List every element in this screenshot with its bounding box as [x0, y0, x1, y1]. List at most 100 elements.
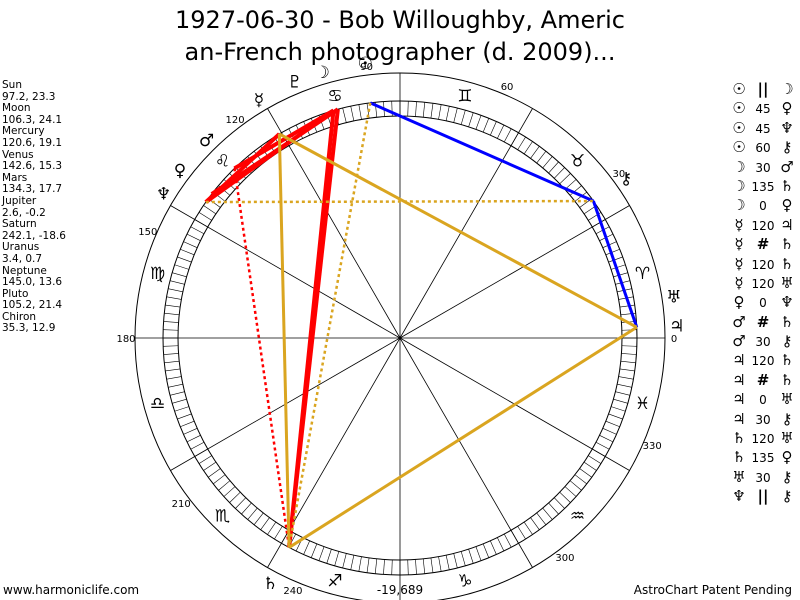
website-link[interactable]: www.harmoniclife.com — [3, 583, 140, 597]
degree-tick — [415, 101, 417, 117]
aspect-planet-b: ♀ — [781, 99, 793, 118]
planet-values-mercury: 120.6, 19.1 — [2, 136, 63, 149]
aspect-planet-b: ♂ — [780, 157, 794, 176]
aspect-type: || — [757, 80, 769, 98]
degree-tick — [569, 480, 582, 491]
zodiac-sign-icon: ♎ — [150, 394, 165, 414]
planet-values-chiron: 35.3, 12.9 — [2, 322, 56, 335]
degree-tick — [542, 507, 553, 520]
degree-tick — [453, 553, 458, 569]
aspect-row: ☿ # ♄ — [730, 235, 800, 254]
degree-tick — [165, 304, 181, 308]
aspect-planet-a: ♃ — [732, 390, 746, 409]
aspect-planet-b: ⚷ — [781, 409, 793, 428]
degree-tick — [303, 540, 310, 555]
zodiac-sign-icon: ♉ — [570, 152, 585, 172]
degree-tick — [605, 248, 620, 256]
degree-tick — [177, 256, 192, 263]
degree-tick — [583, 461, 597, 471]
degree-tick — [430, 557, 434, 573]
aspect-planet-b: ♄ — [780, 176, 794, 195]
degree-tick — [530, 517, 540, 530]
degree-tick — [213, 474, 226, 485]
degree-tick — [605, 420, 620, 428]
degree-tick — [613, 272, 628, 278]
degree-tick — [482, 118, 490, 133]
degree-tick — [620, 360, 636, 364]
aspect-planet-a: ♃ — [732, 370, 746, 389]
degree-tick — [172, 272, 187, 278]
degree-tick — [517, 526, 526, 540]
aspect-planet-a: ☽ — [732, 157, 746, 176]
aspect-planet-b: ♅ — [780, 429, 794, 448]
degree-tick — [177, 413, 192, 420]
degree-tick — [536, 151, 547, 164]
degree-tick — [503, 533, 512, 548]
planet-name-chiron: Chiron — [2, 310, 37, 323]
degree-tick — [438, 104, 442, 120]
degree-tick — [559, 173, 571, 185]
aspect-row: ♃ 0 ♅ — [730, 390, 800, 409]
degree-tick — [536, 512, 547, 525]
degree-tick — [186, 233, 201, 241]
degree-tick — [415, 559, 417, 575]
zodiac-sign-icon: ♓ — [635, 394, 650, 414]
degree-tick — [374, 558, 378, 574]
degree-tick — [497, 537, 505, 552]
degree-tick — [267, 521, 277, 535]
aspect-row: ☉ 60 ⚷ — [730, 138, 800, 157]
aspect-planet-a: ☿ — [734, 215, 744, 234]
degree-tick — [574, 474, 587, 485]
chart-number: -19,689 — [376, 583, 424, 597]
aspect-list: ☉ || ☽ ☉ 45 ♀ ☉ 45 ♆ ☉ 60 ⚷ ☽ 30 ♂ ☽ 135 ♄ ☽ 0 ♀ ☿ 120 ♃ ☿ # ♄ ☿ 120… — [730, 80, 800, 507]
degree-tick — [548, 502, 559, 515]
aspect-planet-a: ♆ — [732, 487, 746, 506]
aspect-type: # — [756, 312, 770, 331]
degree-tick — [445, 106, 450, 121]
aspect-planet-a: ☉ — [732, 118, 746, 137]
aspect-planet-a: ☉ — [732, 138, 746, 157]
degree-tick — [163, 345, 179, 347]
planet-moon-icon: ☽ — [315, 63, 330, 83]
aspect-planet-b: ♅ — [780, 390, 794, 409]
zodiac-sign-icon: ♊ — [457, 87, 472, 107]
degree-tick — [174, 264, 189, 270]
planet-values-sun: 97.2, 23.3 — [2, 90, 56, 103]
aspect-type: 135 — [751, 179, 775, 194]
aspect-planet-b: ♄ — [780, 254, 794, 273]
aspect-planet-b: ♀ — [781, 196, 793, 215]
degree-tick — [619, 304, 635, 308]
title-line-2: an-French photographer (d. 2009)... — [184, 38, 616, 66]
house-spoke — [399, 108, 533, 339]
degree-tick — [164, 360, 180, 364]
degree-tick — [342, 107, 347, 123]
aspect-row: ☽ 135 ♄ — [730, 177, 800, 196]
zodiac-sign-icon: ♒ — [570, 506, 585, 526]
degree-tick — [218, 480, 231, 491]
house-spoke — [399, 337, 533, 568]
aspect-planet-b: ♄ — [780, 235, 794, 254]
aspect-type: 45 — [755, 102, 771, 117]
title-line-1: 1927-06-30 - Bob Willoughby, Americ — [175, 6, 625, 34]
degree-tick — [172, 398, 187, 404]
degree-tick — [468, 112, 474, 127]
aspect-planet-b: ⚷ — [781, 487, 793, 506]
aspect-row: ☿ 120 ♃ — [730, 216, 800, 235]
zodiac-sign-icon: ♌ — [215, 152, 230, 172]
planet-pluto-icon: ♇ — [287, 73, 302, 93]
degree-tick — [559, 491, 571, 503]
degree-tick — [564, 486, 577, 497]
aspect-row: ☽ 0 ♀ — [730, 196, 800, 215]
aspect-row: ☿ 120 ♅ — [730, 274, 800, 293]
aspect-planet-a: ☽ — [732, 196, 746, 215]
degree-tick — [310, 543, 318, 558]
planet-name-saturn: Saturn — [2, 218, 37, 231]
aspect-row: ☿ 120 ♄ — [730, 255, 800, 274]
planet-name-pluto: Pluto — [2, 287, 29, 300]
degree-tick — [235, 497, 247, 509]
degree-tick — [190, 441, 205, 450]
degree-tick — [163, 353, 179, 355]
degree-tick — [166, 376, 182, 380]
degree-label: 210 — [172, 499, 191, 510]
planet-name-venus: Venus — [2, 148, 34, 161]
